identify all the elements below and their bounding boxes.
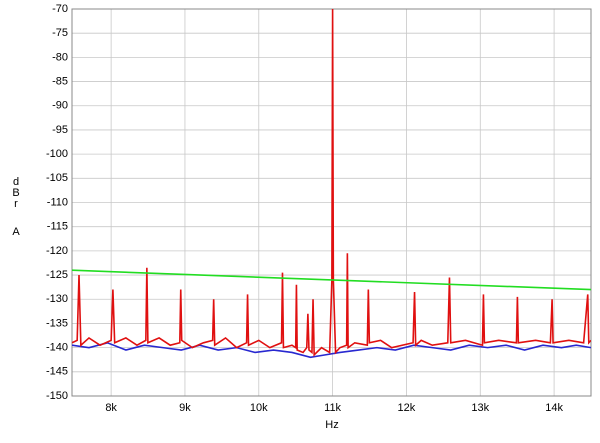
series-line [72,269,591,291]
y-tick-label: -115 [47,221,68,233]
x-tick-label: 12k [398,402,416,414]
y-axis-label: r [14,198,18,210]
y-axis-label: A [12,226,20,238]
series-line [72,9,591,357]
y-tick-label: -95 [52,124,68,136]
y-tick-label: -105 [46,172,68,184]
y-tick-label: -125 [46,269,68,281]
y-tick-label: -85 [52,75,68,87]
x-tick-label: 8k [105,402,117,414]
y-tick-label: -135 [46,317,68,329]
x-tick-label: 9k [179,402,191,414]
y-tick-label: -90 [52,100,68,112]
y-tick-label: -75 [52,27,68,39]
y-tick-label: -80 [52,51,68,63]
y-tick-label: -130 [46,293,68,305]
y-axis-label: d [13,176,19,188]
x-tick-label: 14k [545,402,563,414]
y-tick-label: -145 [46,366,68,378]
y-tick-label: -140 [46,342,68,354]
plot-border [71,8,592,397]
y-tick-label: -110 [47,196,68,208]
y-axis-label: B [12,187,19,199]
series-line [72,341,591,359]
x-tick-label: 11k [324,402,341,414]
x-tick-label: 10k [250,402,268,414]
y-tick-label: -100 [46,148,68,160]
y-tick-label: -120 [46,245,68,257]
x-tick-label: 13k [471,402,489,414]
y-tick-label: -70 [52,3,68,15]
y-tick-label: -150 [46,390,68,402]
x-axis-label: Hz [325,419,338,431]
